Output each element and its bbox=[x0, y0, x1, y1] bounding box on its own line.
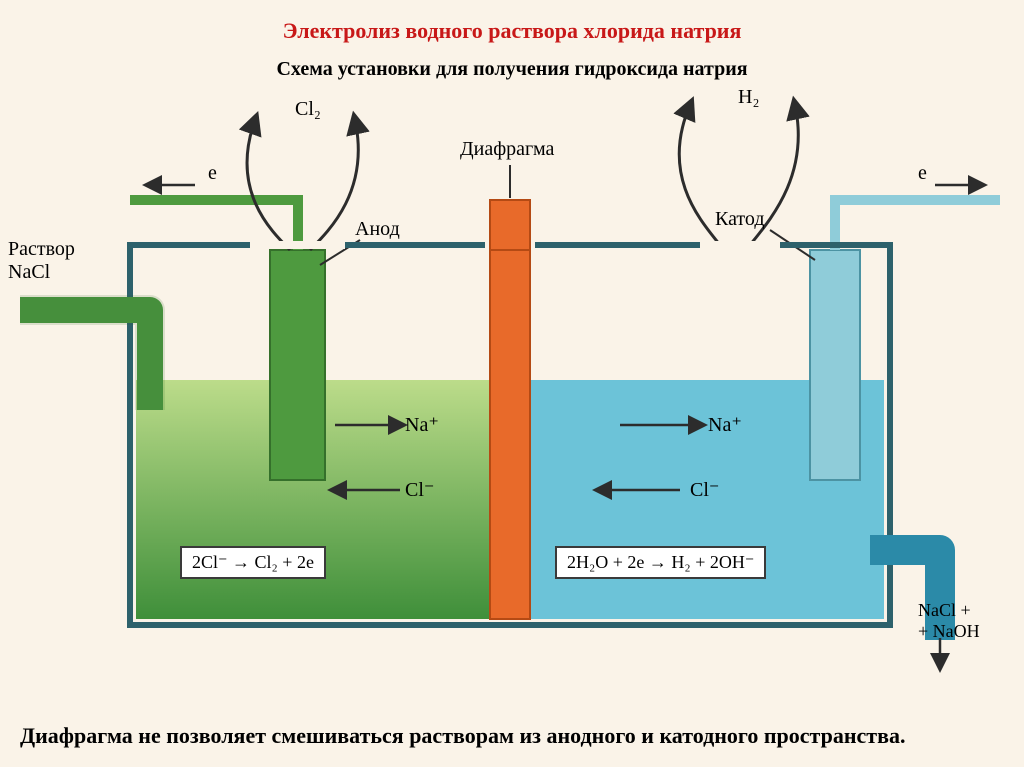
diaphragm-label: Диафрагма bbox=[460, 138, 554, 161]
page-title: Электролиз водного раствора хлорида натр… bbox=[0, 0, 1024, 44]
cl-minus-anode: Cl⁻ bbox=[405, 477, 434, 502]
e-right-label: e bbox=[918, 162, 927, 185]
cl-minus-cathode: Cl⁻ bbox=[690, 477, 719, 502]
h2-label: H₂ bbox=[738, 86, 759, 109]
na-plus-anode: Na⁺ bbox=[405, 412, 439, 437]
na-plus-cathode: Na⁺ bbox=[708, 412, 742, 437]
footer-note: Диафрагма не позволяет смешиваться раств… bbox=[20, 722, 1014, 750]
e-left-label: e bbox=[208, 162, 217, 185]
cathode-equation: 2H₂O + 2e → H₂ + 2OH⁻ bbox=[555, 546, 766, 579]
electrolysis-diagram: Cl₂ H₂ Диафрагма Анод Катод e e Раствор … bbox=[0, 80, 1024, 680]
anode-label: Анод bbox=[355, 218, 400, 241]
page-subtitle: Схема установки для получения гидроксида… bbox=[0, 58, 1024, 81]
anode-equation: 2Cl⁻ → Cl₂ + 2e bbox=[180, 546, 326, 579]
cl2-label: Cl₂ bbox=[295, 98, 321, 121]
cathode-label: Катод bbox=[715, 208, 765, 231]
nacl-inlet-label: Раствор NaCl bbox=[8, 238, 75, 284]
outlet-product-label: NaCl + + NaOH bbox=[918, 600, 980, 642]
